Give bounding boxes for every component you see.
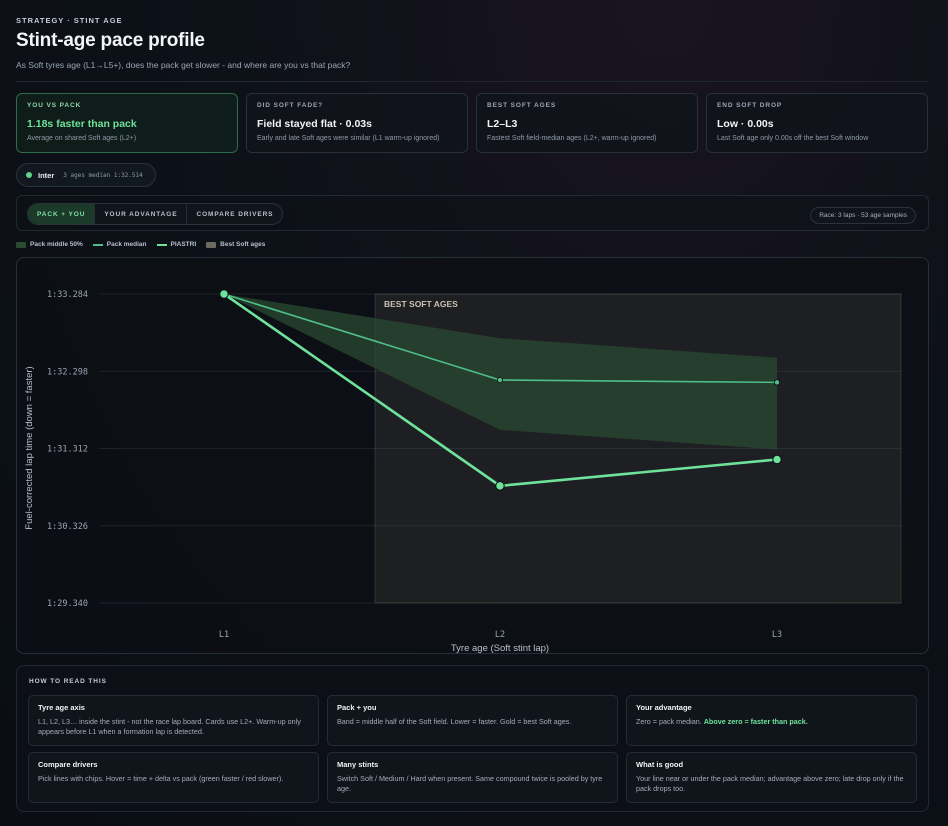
tip-pack-you: Pack + you Band = middle half of the Sof… [327,695,618,746]
card-label: END SOFT DROP [717,102,783,109]
gold-swatch-icon [206,241,217,248]
card-note: Early and late Soft ages were similar (L… [257,135,440,142]
pack-median-point [774,379,781,386]
tip-body: Switch Soft / Medium / Hard when present… [337,774,603,794]
tab-pack-you[interactable]: PACK + YOU [28,204,96,224]
legend-label: Pack middle 50% [30,241,83,248]
legend-label: Pack median [106,241,147,248]
card-label: YOU VS PACK [27,102,82,109]
tip-title: Many stints [337,760,379,769]
card-note: Last Soft age only 0.00s off the best So… [717,135,869,142]
compound-name: Inter [38,170,55,180]
card-label: BEST SOFT AGES [487,102,557,109]
card-value: L2–L3 [487,118,518,130]
line-swatch-icon [92,243,103,246]
tip-body-emphasis: Above zero = faster than pack. [703,717,808,726]
legend-item-band[interactable]: Pack middle 50% [16,241,83,248]
page-eyebrow: STRATEGY · STINT AGE [16,16,123,25]
page-title: Stint-age pace profile [16,30,205,51]
card-note: Average on shared Soft ages (L2+) [27,135,137,142]
card-did-soft-fade[interactable]: DID SOFT FADE? Field stayed flat · 0.03s… [246,93,468,153]
band-swatch-icon [16,241,26,248]
y-tick-label: 1:29.340 [47,599,88,609]
race-info-badge: Race: 3 laps · 53 age samples [810,207,916,224]
piastri-point [772,454,782,465]
compound-dot-icon [26,172,32,178]
legend-item-median[interactable]: Pack median [92,241,147,248]
y-tick-label: 1:33.284 [47,290,88,300]
tip-many-stints: Many stints Switch Soft / Medium / Hard … [327,752,618,803]
card-best-soft-ages[interactable]: BEST SOFT AGES L2–L3 Fastest Soft field-… [476,93,698,153]
tip-body: Your line near or under the pack median;… [636,774,904,794]
tip-body: L1, L2, L3… inside the stint - not the r… [38,717,301,737]
tab-your-advantage[interactable]: YOUR ADVANTAGE [95,204,188,224]
tip-body: Band = middle half of the Soft field. Lo… [337,717,572,726]
tip-your-advantage: Your advantage Zero = pack median. Above… [626,695,917,746]
pack-median-point [496,377,503,384]
legend-label: Best Soft ages [220,241,266,248]
summary-cards: YOU VS PACK 1.18s faster than pack Avera… [16,93,929,153]
tip-compare-drivers: Compare drivers Pick lines with chips. H… [28,752,319,803]
tip-body: Pick lines with chips. Hover = time + de… [38,774,284,783]
tip-title: Compare drivers [38,760,98,769]
tip-title: Your advantage [636,703,692,712]
header-divider [16,81,928,82]
chart-panel: 1:29.340 1:30.326 1:31.312 1:32.298 1:33.284… [16,257,929,654]
chart-legend: Pack middle 50% Pack median PIASTRI Best… [16,241,265,248]
best-soft-ages-label: BEST SOFT AGES [384,299,458,309]
tip-title: Tyre age axis [38,703,85,712]
compound-chip[interactable]: Inter 3 ages median 1:32.514 [16,163,156,187]
x-axis-label: Tyre age (Soft stint lap) [451,643,549,654]
card-note: Fastest Soft field-median ages (L2+, war… [487,135,657,142]
piastri-point [219,289,229,299]
y-axis-label: Fuel-corrected lap time (down = faster) [24,366,35,529]
tip-body: Zero = pack median. Above zero = faster … [636,717,907,727]
y-tick-label: 1:32.298 [47,367,88,377]
card-value: Low · 0.00s [717,118,774,130]
tip-tyre-age-axis: Tyre age axis L1, L2, L3… inside the sti… [28,695,319,746]
card-label: DID SOFT FADE? [257,102,324,109]
tip-body-text: Zero = pack median. [636,717,702,726]
piastri-point [495,481,505,491]
card-you-vs-pack[interactable]: YOU VS PACK 1.18s faster than pack Avera… [16,93,238,153]
how-to-read-panel: HOW TO READ THIS Tyre age axis L1, L2, L… [16,665,929,812]
pack-middle-50-band [224,294,777,450]
line-swatch-icon [156,243,167,246]
view-tabs: PACK + YOU YOUR ADVANTAGE COMPARE DRIVER… [27,203,284,225]
tip-what-is-good: What is good Your line near or under the… [626,752,917,803]
compound-meta: 3 ages median 1:32.514 [63,171,143,179]
legend-item-gold[interactable]: Best Soft ages [206,241,265,248]
pace-chart[interactable]: 1:29.340 1:30.326 1:31.312 1:32.298 1:33.284… [17,258,930,655]
card-value: 1.18s faster than pack [27,118,137,130]
tab-compare-drivers[interactable]: COMPARE DRIVERS [196,210,274,218]
x-tick-label: L2 [495,630,505,640]
x-tick-label: L1 [219,630,229,640]
card-value: Field stayed flat · 0.03s [257,118,372,130]
legend-label: PIASTRI [170,241,197,248]
y-tick-label: 1:31.312 [47,445,88,455]
y-tick-label: 1:30.326 [47,522,88,532]
how-to-header: HOW TO READ THIS [29,678,107,685]
view-tabbar: PACK + YOU YOUR ADVANTAGE COMPARE DRIVER… [16,195,929,231]
legend-item-driver[interactable]: PIASTRI [156,241,197,248]
tip-title: What is good [636,760,684,769]
card-end-soft-drop[interactable]: END SOFT DROP Low · 0.00s Last Soft age … [706,93,928,153]
x-tick-label: L3 [772,630,782,640]
tip-title: Pack + you [337,703,377,712]
page-subtitle: As Soft tyres age (L1→L5+), does the pac… [16,60,351,70]
